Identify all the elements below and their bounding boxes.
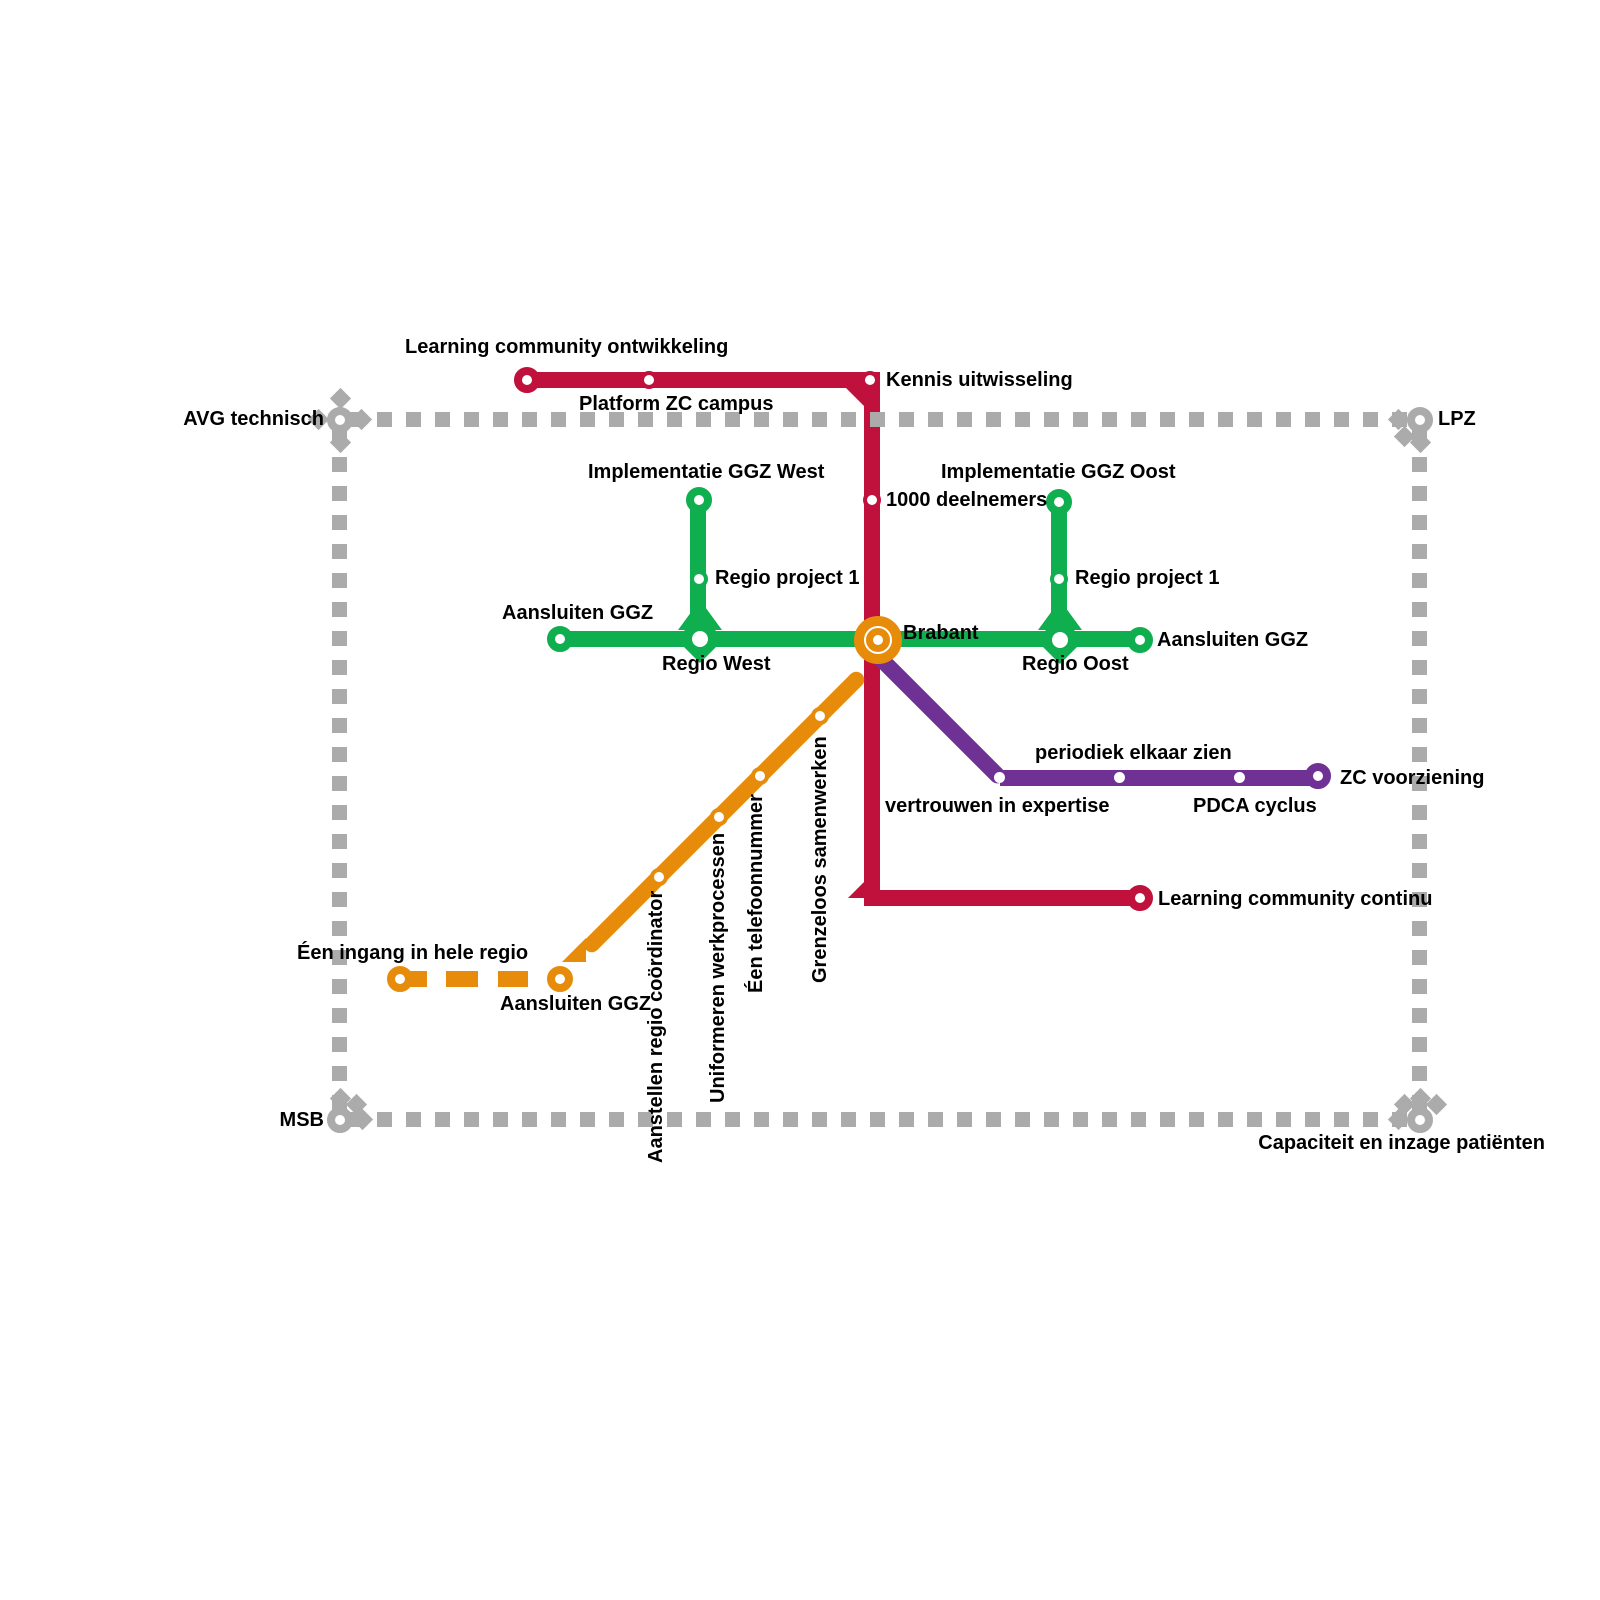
station-1000-deelnemers (863, 491, 881, 509)
orange-line-dash (498, 971, 528, 987)
label-avg-technisch: AVG technisch (183, 408, 324, 430)
corner-ring-icon (327, 1107, 353, 1133)
label-aansluiten-ggz-oost: Aansluiten GGZ (1157, 629, 1309, 651)
orange-line-dash (446, 971, 478, 987)
station-periodiek-elkaar-zien (1114, 772, 1125, 783)
terminus-implementatie-ggz-oost (1046, 489, 1072, 515)
label-aansluiten-ggz-orange: Aansluiten GGZ (500, 993, 652, 1015)
terminus-aansluiten-ggz-west (547, 626, 573, 652)
label-zc-voorziening: ZC voorziening (1340, 767, 1485, 789)
label-regio-oost: Regio Oost (1022, 653, 1129, 675)
label-kennis-uitwisseling: Kennis uitwisseling (886, 369, 1073, 391)
label-implementatie-ggz-oost: Implementatie GGZ Oost (941, 461, 1176, 483)
station-aansluiten-ggz-orange (547, 966, 573, 992)
label-een-telefoonnummer: Éen telefoonnummer (745, 794, 767, 993)
station-uniformeren-werkprocessen (710, 808, 728, 826)
orange-line-end-wedge (562, 938, 586, 962)
label-msb: MSB (279, 1109, 324, 1131)
purple-line-horizontal-segment (1000, 770, 1320, 786)
corner-ring-icon (1407, 407, 1433, 433)
corner-diamond-icon (329, 387, 352, 410)
label-pdca-cyclus: PDCA cyclus (1193, 795, 1317, 817)
red-line-bottom-segment (864, 890, 1148, 906)
station-aanstellen-regio-coordinator (650, 868, 668, 886)
purple-line-diagonal-segment (867, 645, 1009, 787)
corner-ring-icon (1407, 1107, 1433, 1133)
station-een-telefoonnummer (751, 767, 769, 785)
label-regio-project-1-oost: Regio project 1 (1075, 567, 1220, 589)
label-brabant: Brabant (903, 622, 979, 644)
label-platform-zc-campus: Platform ZC campus (579, 393, 774, 415)
label-implementatie-ggz-west: Implementatie GGZ West (588, 461, 825, 483)
terminus-aansluiten-ggz-oost (1127, 627, 1153, 653)
station-grenzeloos-samenwerken (811, 707, 829, 725)
label-learning-community-continu: Learning community continu (1158, 888, 1433, 910)
hub-regio-oost-dot (1052, 632, 1068, 648)
label-capaciteit-en-inzage-patienten: Capaciteit en inzage patiënten (1258, 1132, 1545, 1154)
gray-border-bottom (348, 1112, 1412, 1127)
terminus-learning-community-ontwikkeling (514, 367, 540, 393)
label-learning-community-ontwikkeling: Learning community ontwikkeling (405, 336, 729, 358)
label-periodiek-elkaar-zien: periodiek elkaar zien (1035, 742, 1232, 764)
terminus-zc-voorziening (1305, 763, 1331, 789)
label-1000-deelnemers: 1000 deelnemers (886, 489, 1048, 511)
station-regio-project-1-oost (1050, 570, 1068, 588)
red-line-top-segment (527, 372, 872, 388)
label-een-ingang-in-hele-regio: Éen ingang in hele regio (297, 942, 529, 964)
gray-border-top (348, 412, 1412, 427)
hub-regio-west-dot (692, 631, 708, 647)
terminus-learning-community-continu (1127, 885, 1153, 911)
red-line-bottom-bend-wedge (848, 874, 872, 898)
label-aanstellen-regio-coordinator: Aanstellen regio coördinator (645, 890, 667, 1163)
label-regio-west: Regio West (662, 653, 771, 675)
station-kennis-uitwisseling (861, 371, 879, 389)
station-vertrouwen-in-expertise (994, 772, 1005, 783)
station-regio-project-1-west (690, 570, 708, 588)
corner-ring-icon (327, 407, 353, 433)
terminus-een-ingang-in-hele-regio (387, 966, 413, 992)
station-pdca-cyclus (1234, 772, 1245, 783)
label-uniformeren-werkprocessen: Uniformeren werkprocessen (707, 832, 729, 1103)
gray-border-right (1412, 428, 1427, 1112)
gray-border-left (332, 428, 347, 1112)
label-regio-project-1-west: Regio project 1 (715, 567, 860, 589)
label-grenzeloos-samenwerken: Grenzeloos samenwerken (809, 736, 831, 983)
station-platform-zc-campus (640, 371, 658, 389)
hub-brabant-inner-ring (866, 628, 890, 652)
label-lpz: LPZ (1438, 408, 1476, 430)
label-aansluiten-ggz-west: Aansluiten GGZ (502, 602, 654, 624)
label-vertrouwen-in-expertise: vertrouwen in expertise (885, 795, 1110, 817)
terminus-implementatie-ggz-west (686, 487, 712, 513)
